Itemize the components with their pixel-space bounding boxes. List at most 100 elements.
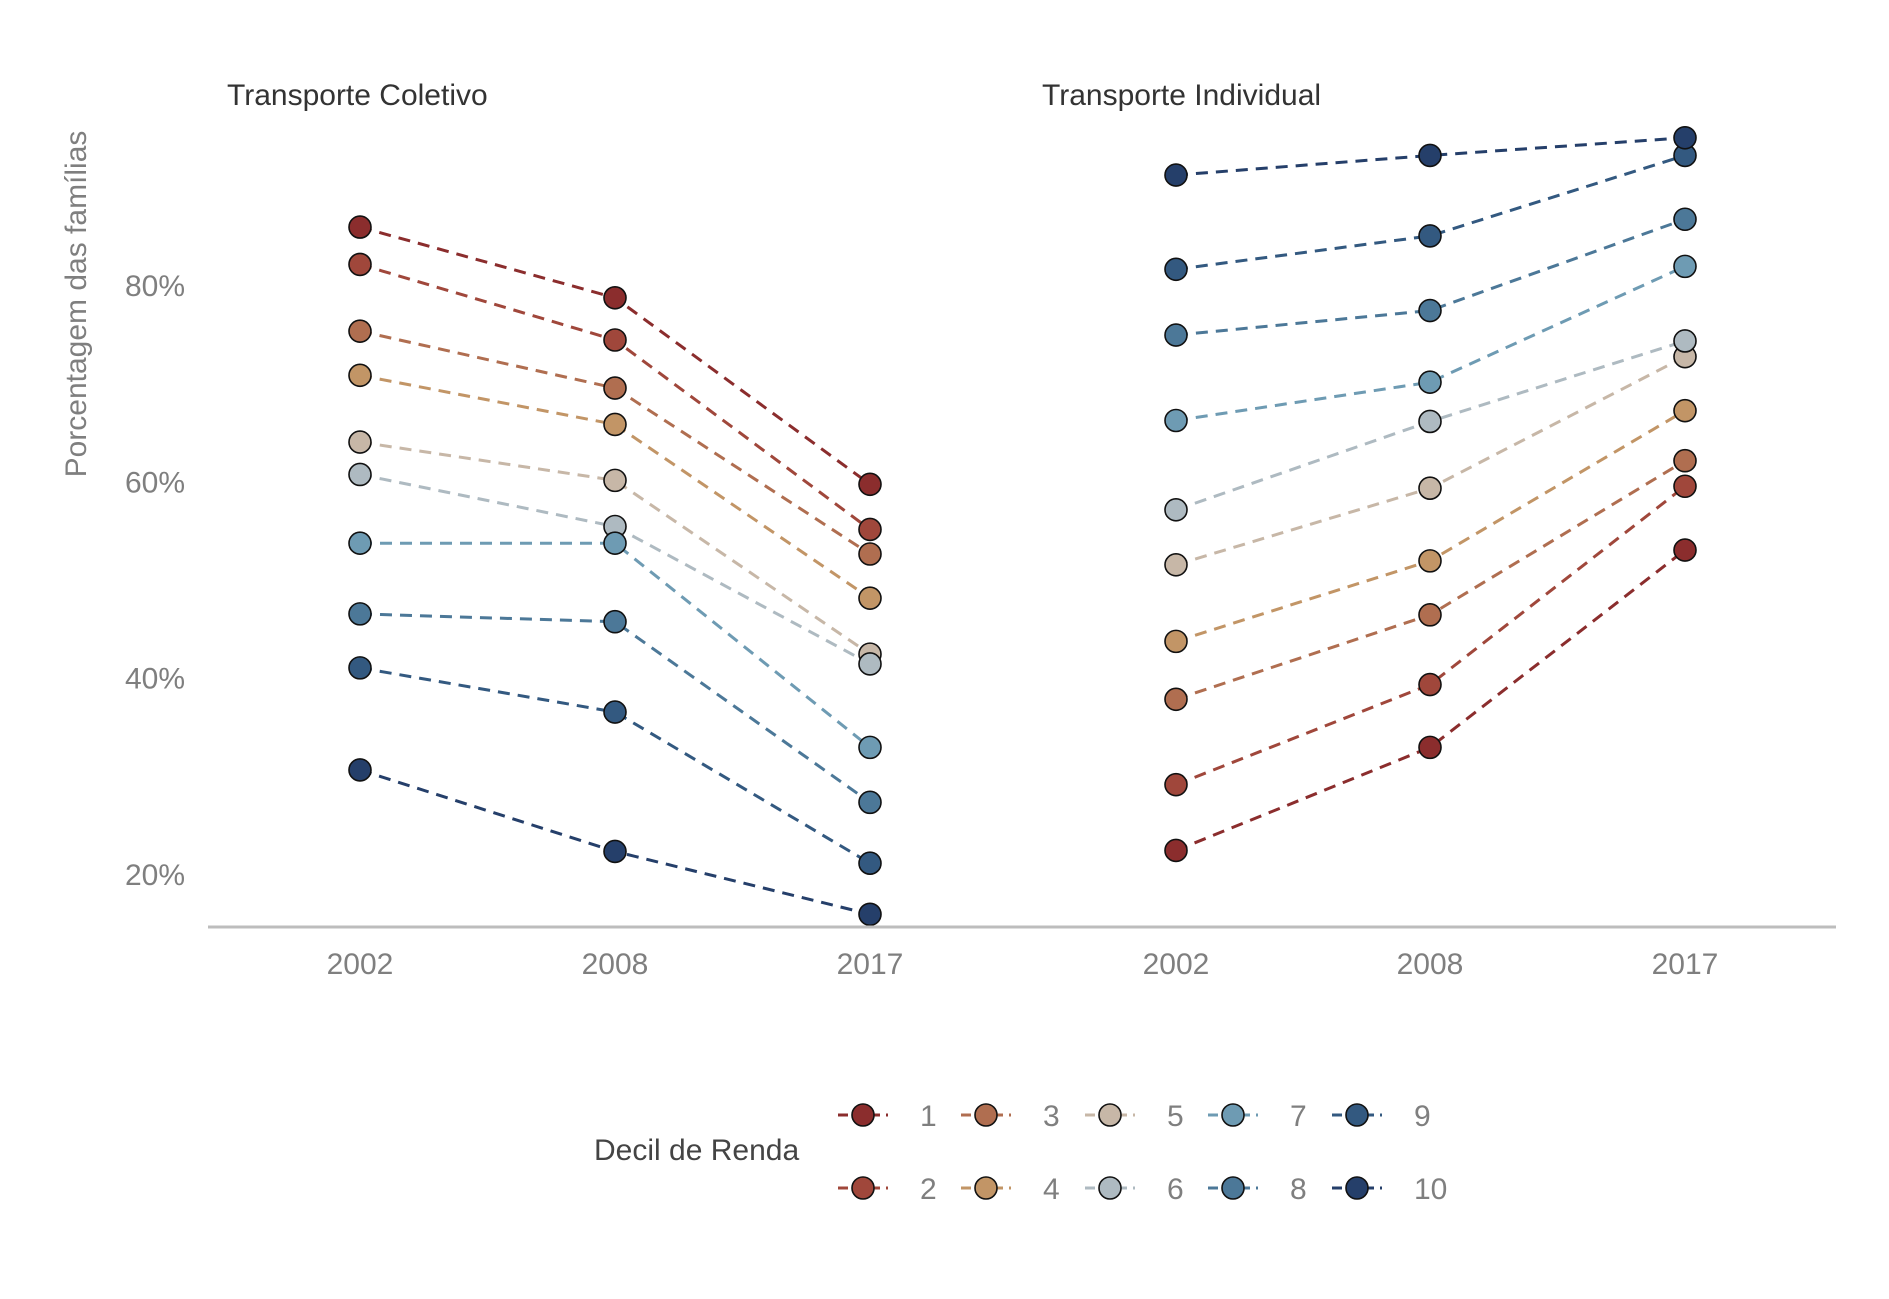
data-point-decil-5-2008 <box>603 468 627 493</box>
data-point-decil-8-2002 <box>1164 323 1188 347</box>
data-point-decil-9-2002 <box>1164 257 1188 282</box>
data-point-decil-6-2002 <box>348 462 372 487</box>
y-axis-label: Porcentagem das famílias <box>60 131 93 478</box>
data-point-decil-10-2017 <box>858 902 882 927</box>
x-tick-label: 2008 <box>582 948 649 981</box>
data-point-decil-8-2017 <box>858 790 882 815</box>
legend-item-decil-8: 8 <box>1208 1173 1307 1206</box>
data-point-decil-2-2017 <box>858 517 882 542</box>
legend-item-decil-1: 1 <box>838 1100 937 1133</box>
legend-point-swatch <box>974 1176 998 1200</box>
legend-item-decil-10: 10 <box>1332 1173 1447 1206</box>
data-point-decil-3-2008 <box>603 376 627 400</box>
data-point-decil-1-2017 <box>858 472 882 497</box>
data-point-decil-3-2008 <box>1418 603 1442 627</box>
data-point-decil-10-2002 <box>1164 163 1188 187</box>
data-point-decil-1-2002 <box>1164 838 1188 863</box>
data-point-decil-7-2017 <box>858 735 882 760</box>
data-point-decil-7-2017 <box>1673 254 1697 279</box>
legend-item-decil-7: 7 <box>1208 1100 1307 1133</box>
series-points <box>348 215 882 927</box>
data-point-decil-4-2008 <box>1418 549 1442 573</box>
data-point-decil-10-2017 <box>1673 125 1697 150</box>
series-line-decil-5 <box>359 440 871 656</box>
y-tick-label: 20% <box>125 859 185 892</box>
legend-item-decil-9: 9 <box>1332 1100 1431 1133</box>
data-point-decil-4-2017 <box>1673 398 1697 423</box>
data-point-decil-3-2017 <box>1673 448 1697 473</box>
data-point-decil-4-2017 <box>858 586 882 610</box>
series-line-decil-8 <box>1175 217 1686 337</box>
legend-label: 6 <box>1167 1173 1184 1206</box>
x-tick-label: 2017 <box>1652 948 1719 981</box>
data-point-decil-6-2002 <box>1164 498 1188 522</box>
data-point-decil-9-2002 <box>348 656 372 680</box>
x-tick-label: 2002 <box>1143 948 1210 981</box>
series-line-decil-9 <box>1175 154 1686 271</box>
panel-transporte-individual: Transporte Individual <box>1042 79 1697 863</box>
panel-title-transporte-coletivo: Transporte Coletivo <box>227 79 488 112</box>
data-point-decil-7-2008 <box>1418 370 1442 395</box>
x-tick-label: 2008 <box>1397 948 1464 981</box>
legend-point-swatch <box>1098 1176 1122 1200</box>
series-line-decil-10 <box>1175 136 1686 177</box>
data-point-decil-4-2002 <box>1164 629 1188 654</box>
data-point-decil-1-2008 <box>603 285 627 310</box>
series-line-decil-8 <box>359 612 871 804</box>
data-point-decil-1-2002 <box>348 215 372 239</box>
series-line-decil-1 <box>359 225 871 486</box>
series-line-decil-7 <box>360 541 871 749</box>
legend-label: 10 <box>1414 1173 1447 1206</box>
legend-label: 8 <box>1290 1173 1307 1206</box>
legend-point-swatch <box>1345 1176 1369 1200</box>
data-point-decil-2-2017 <box>1673 474 1697 499</box>
series-line-decil-4 <box>359 373 871 600</box>
legend-point-swatch <box>1098 1103 1122 1127</box>
legend-label: 9 <box>1414 1100 1431 1133</box>
data-point-decil-3-2017 <box>858 542 882 566</box>
data-point-decil-10-2002 <box>348 758 372 782</box>
x-axis: 2002 2008 2017 2002 2008 2017 <box>327 948 1719 981</box>
legend-item-decil-5: 5 <box>1085 1100 1184 1133</box>
data-point-decil-10-2008 <box>1418 143 1442 168</box>
data-point-decil-2-2008 <box>603 328 627 352</box>
data-point-decil-2-2008 <box>1418 672 1442 697</box>
legend-item-decil-3: 3 <box>961 1100 1060 1133</box>
series-line-decil-2 <box>1175 485 1686 787</box>
y-tick-label: 60% <box>125 466 185 499</box>
legend-point-swatch <box>1221 1103 1245 1127</box>
series-line-decil-7 <box>1175 265 1686 422</box>
data-point-decil-2-2002 <box>348 252 372 277</box>
panel-title-transporte-individual: Transporte Individual <box>1042 79 1321 112</box>
series-line-decil-6 <box>359 473 871 666</box>
data-point-decil-5-2002 <box>348 430 372 454</box>
data-point-decil-9-2017 <box>858 851 882 876</box>
data-point-decil-7-2002 <box>1164 408 1188 433</box>
y-tick-label: 40% <box>125 663 185 696</box>
data-point-decil-9-2008 <box>1418 224 1442 248</box>
data-point-decil-3-2002 <box>348 319 372 343</box>
data-point-decil-5-2002 <box>1164 552 1188 577</box>
y-axis: 20% 40% 60% 80% <box>125 270 185 892</box>
data-point-decil-8-2002 <box>348 602 372 626</box>
x-tick-label: 2002 <box>327 948 394 981</box>
legend-label: 4 <box>1043 1173 1060 1206</box>
data-point-decil-2-2002 <box>1164 772 1188 797</box>
legend-point-swatch <box>974 1103 998 1127</box>
data-point-decil-10-2008 <box>603 839 627 864</box>
series-points <box>1164 125 1697 863</box>
legend-point-swatch <box>1345 1103 1369 1127</box>
data-point-decil-6-2017 <box>1673 329 1697 353</box>
legend-item-decil-4: 4 <box>961 1173 1060 1206</box>
data-point-decil-8-2017 <box>1673 207 1697 232</box>
data-point-decil-4-2002 <box>348 363 372 388</box>
legend-label: 7 <box>1290 1100 1307 1133</box>
data-point-decil-1-2017 <box>1673 538 1697 562</box>
data-point-decil-1-2008 <box>1418 735 1442 760</box>
series-line-decil-9 <box>359 666 871 865</box>
data-point-decil-5-2008 <box>1418 476 1442 501</box>
data-point-decil-6-2017 <box>858 652 882 676</box>
data-point-decil-9-2008 <box>603 700 627 724</box>
legend-label: 3 <box>1043 1100 1060 1133</box>
